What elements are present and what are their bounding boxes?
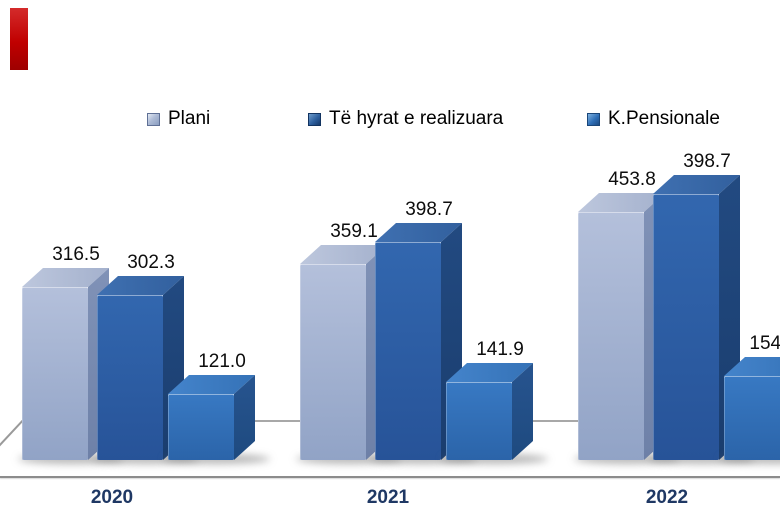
data-label-t-hyrat-e-realizuara-2021: 398.7 xyxy=(405,199,453,220)
data-label-k-pensionale-2022: 154 xyxy=(749,333,780,354)
data-label-k-pensionale-2020: 121.0 xyxy=(198,351,246,372)
legend-marker-te-hyrat-icon xyxy=(308,112,321,126)
data-label-t-hyrat-e-realizuara-2022: 398.7 xyxy=(683,151,731,172)
category-label-2020: 2020 xyxy=(90,487,134,508)
x-axis-line xyxy=(0,476,780,478)
legend-item-te-hyrat: Të hyrat e realizuara xyxy=(308,109,503,129)
data-label-plani-2021: 359.1 xyxy=(330,221,378,242)
legend-item-k-pensionale: K.Pensionale xyxy=(587,109,720,129)
data-label-k-pensionale-2021: 141.9 xyxy=(476,339,524,360)
legend-marker-k-pensionale-icon xyxy=(587,112,600,126)
legend-label-plani: Plani xyxy=(168,108,211,129)
data-label-plani-2022: 453.8 xyxy=(608,169,656,190)
legend-label-k-pensionale: K.Pensionale xyxy=(608,108,720,129)
legend-label-te-hyrat: Të hyrat e realizuara xyxy=(329,108,504,129)
data-label-plani-2020: 316.5 xyxy=(52,244,100,265)
category-label-2022: 2022 xyxy=(645,487,689,508)
red-shape xyxy=(10,8,28,70)
category-label-2021: 2021 xyxy=(366,487,410,508)
legend-marker-plani-icon xyxy=(147,112,160,126)
data-label-t-hyrat-e-realizuara-2020: 302.3 xyxy=(127,252,175,273)
legend-item-plani: Plani xyxy=(147,109,210,129)
